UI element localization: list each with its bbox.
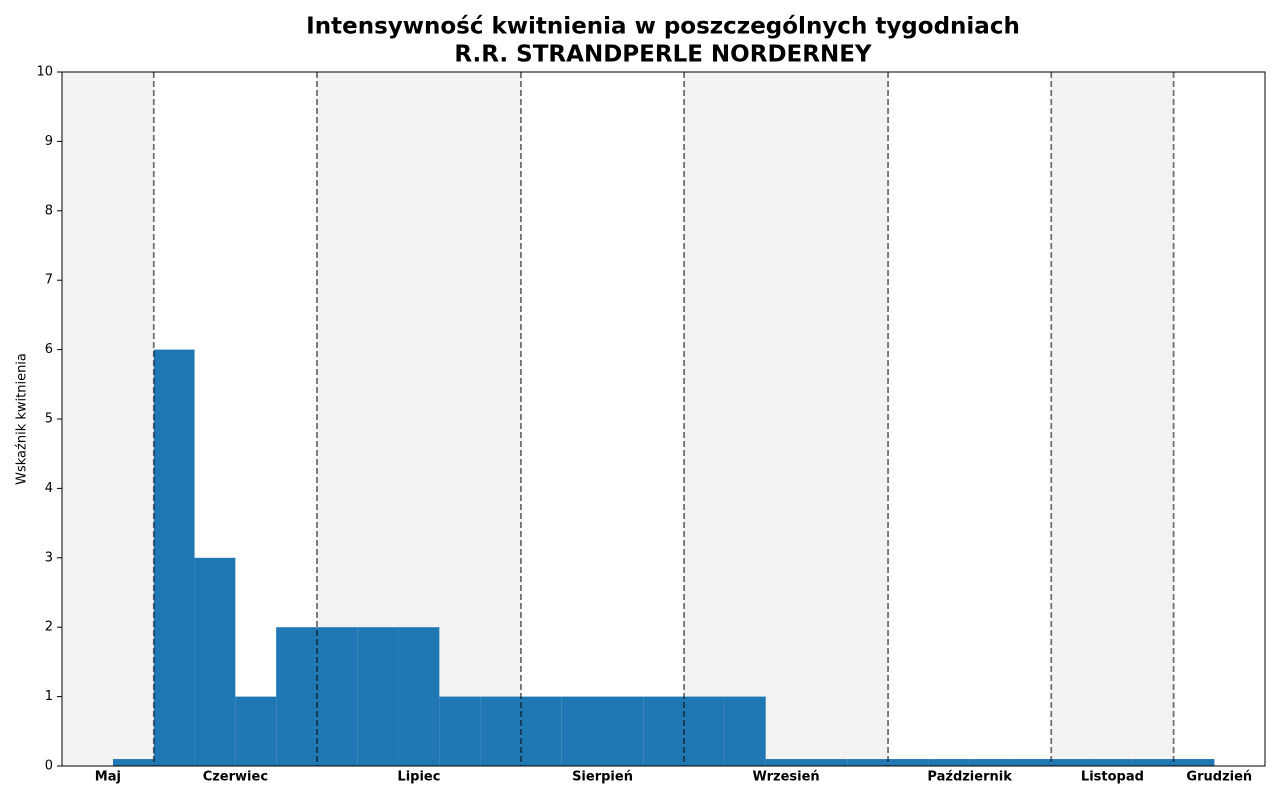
bar	[357, 627, 399, 766]
bar	[520, 696, 562, 766]
bar	[1132, 759, 1174, 766]
bar	[1092, 759, 1133, 766]
y-axis-label: Wskaźnik kwitnienia	[15, 353, 30, 485]
month-band	[62, 72, 154, 766]
chart-subtitle: R.R. STRANDPERLE NORDERNEY	[454, 42, 872, 68]
month-band	[684, 72, 889, 766]
y-tick-label: 9	[45, 134, 53, 149]
y-tick-label: 5	[45, 412, 53, 427]
bar	[969, 759, 1011, 766]
y-tick-label: 7	[45, 273, 53, 288]
chart-title: Intensywność kwitnienia w poszczególnych…	[306, 14, 1020, 40]
y-tick-label: 4	[45, 481, 53, 496]
bar	[602, 696, 644, 766]
y-tick-label: 0	[45, 759, 53, 774]
y-tick-label: 10	[36, 65, 53, 80]
bar	[398, 627, 440, 766]
bar	[724, 696, 766, 766]
month-label: Czerwiec	[203, 770, 268, 785]
bar	[480, 696, 521, 766]
bar	[806, 759, 848, 766]
bar	[1173, 759, 1215, 766]
y-tick-label: 2	[45, 620, 53, 635]
bar	[888, 759, 929, 766]
month-label: Listopad	[1081, 770, 1144, 785]
month-label: Maj	[95, 770, 121, 785]
bar	[194, 557, 236, 766]
plot-frame	[61, 71, 1266, 767]
bar	[439, 696, 481, 766]
y-tick-label: 8	[45, 203, 53, 218]
bar	[235, 696, 277, 766]
bar	[112, 759, 154, 766]
bar	[316, 627, 358, 766]
bar	[153, 349, 195, 766]
bar	[928, 759, 970, 766]
y-tick-label: 6	[45, 342, 53, 357]
month-label: Wrzesień	[752, 770, 819, 785]
y-tick-label: 3	[45, 550, 53, 565]
bar	[847, 759, 889, 766]
bar	[561, 696, 603, 766]
bar	[684, 696, 725, 766]
bar	[1051, 759, 1093, 766]
month-label: Październik	[927, 770, 1012, 785]
month-band	[1051, 72, 1174, 766]
y-tick-label: 1	[45, 689, 53, 704]
bar	[1010, 759, 1052, 766]
bar	[643, 696, 685, 766]
month-label: Lipiec	[397, 770, 440, 785]
month-label: Sierpień	[572, 770, 633, 785]
bar	[765, 759, 807, 766]
bar	[276, 627, 317, 766]
month-label: Grudzień	[1186, 770, 1252, 785]
